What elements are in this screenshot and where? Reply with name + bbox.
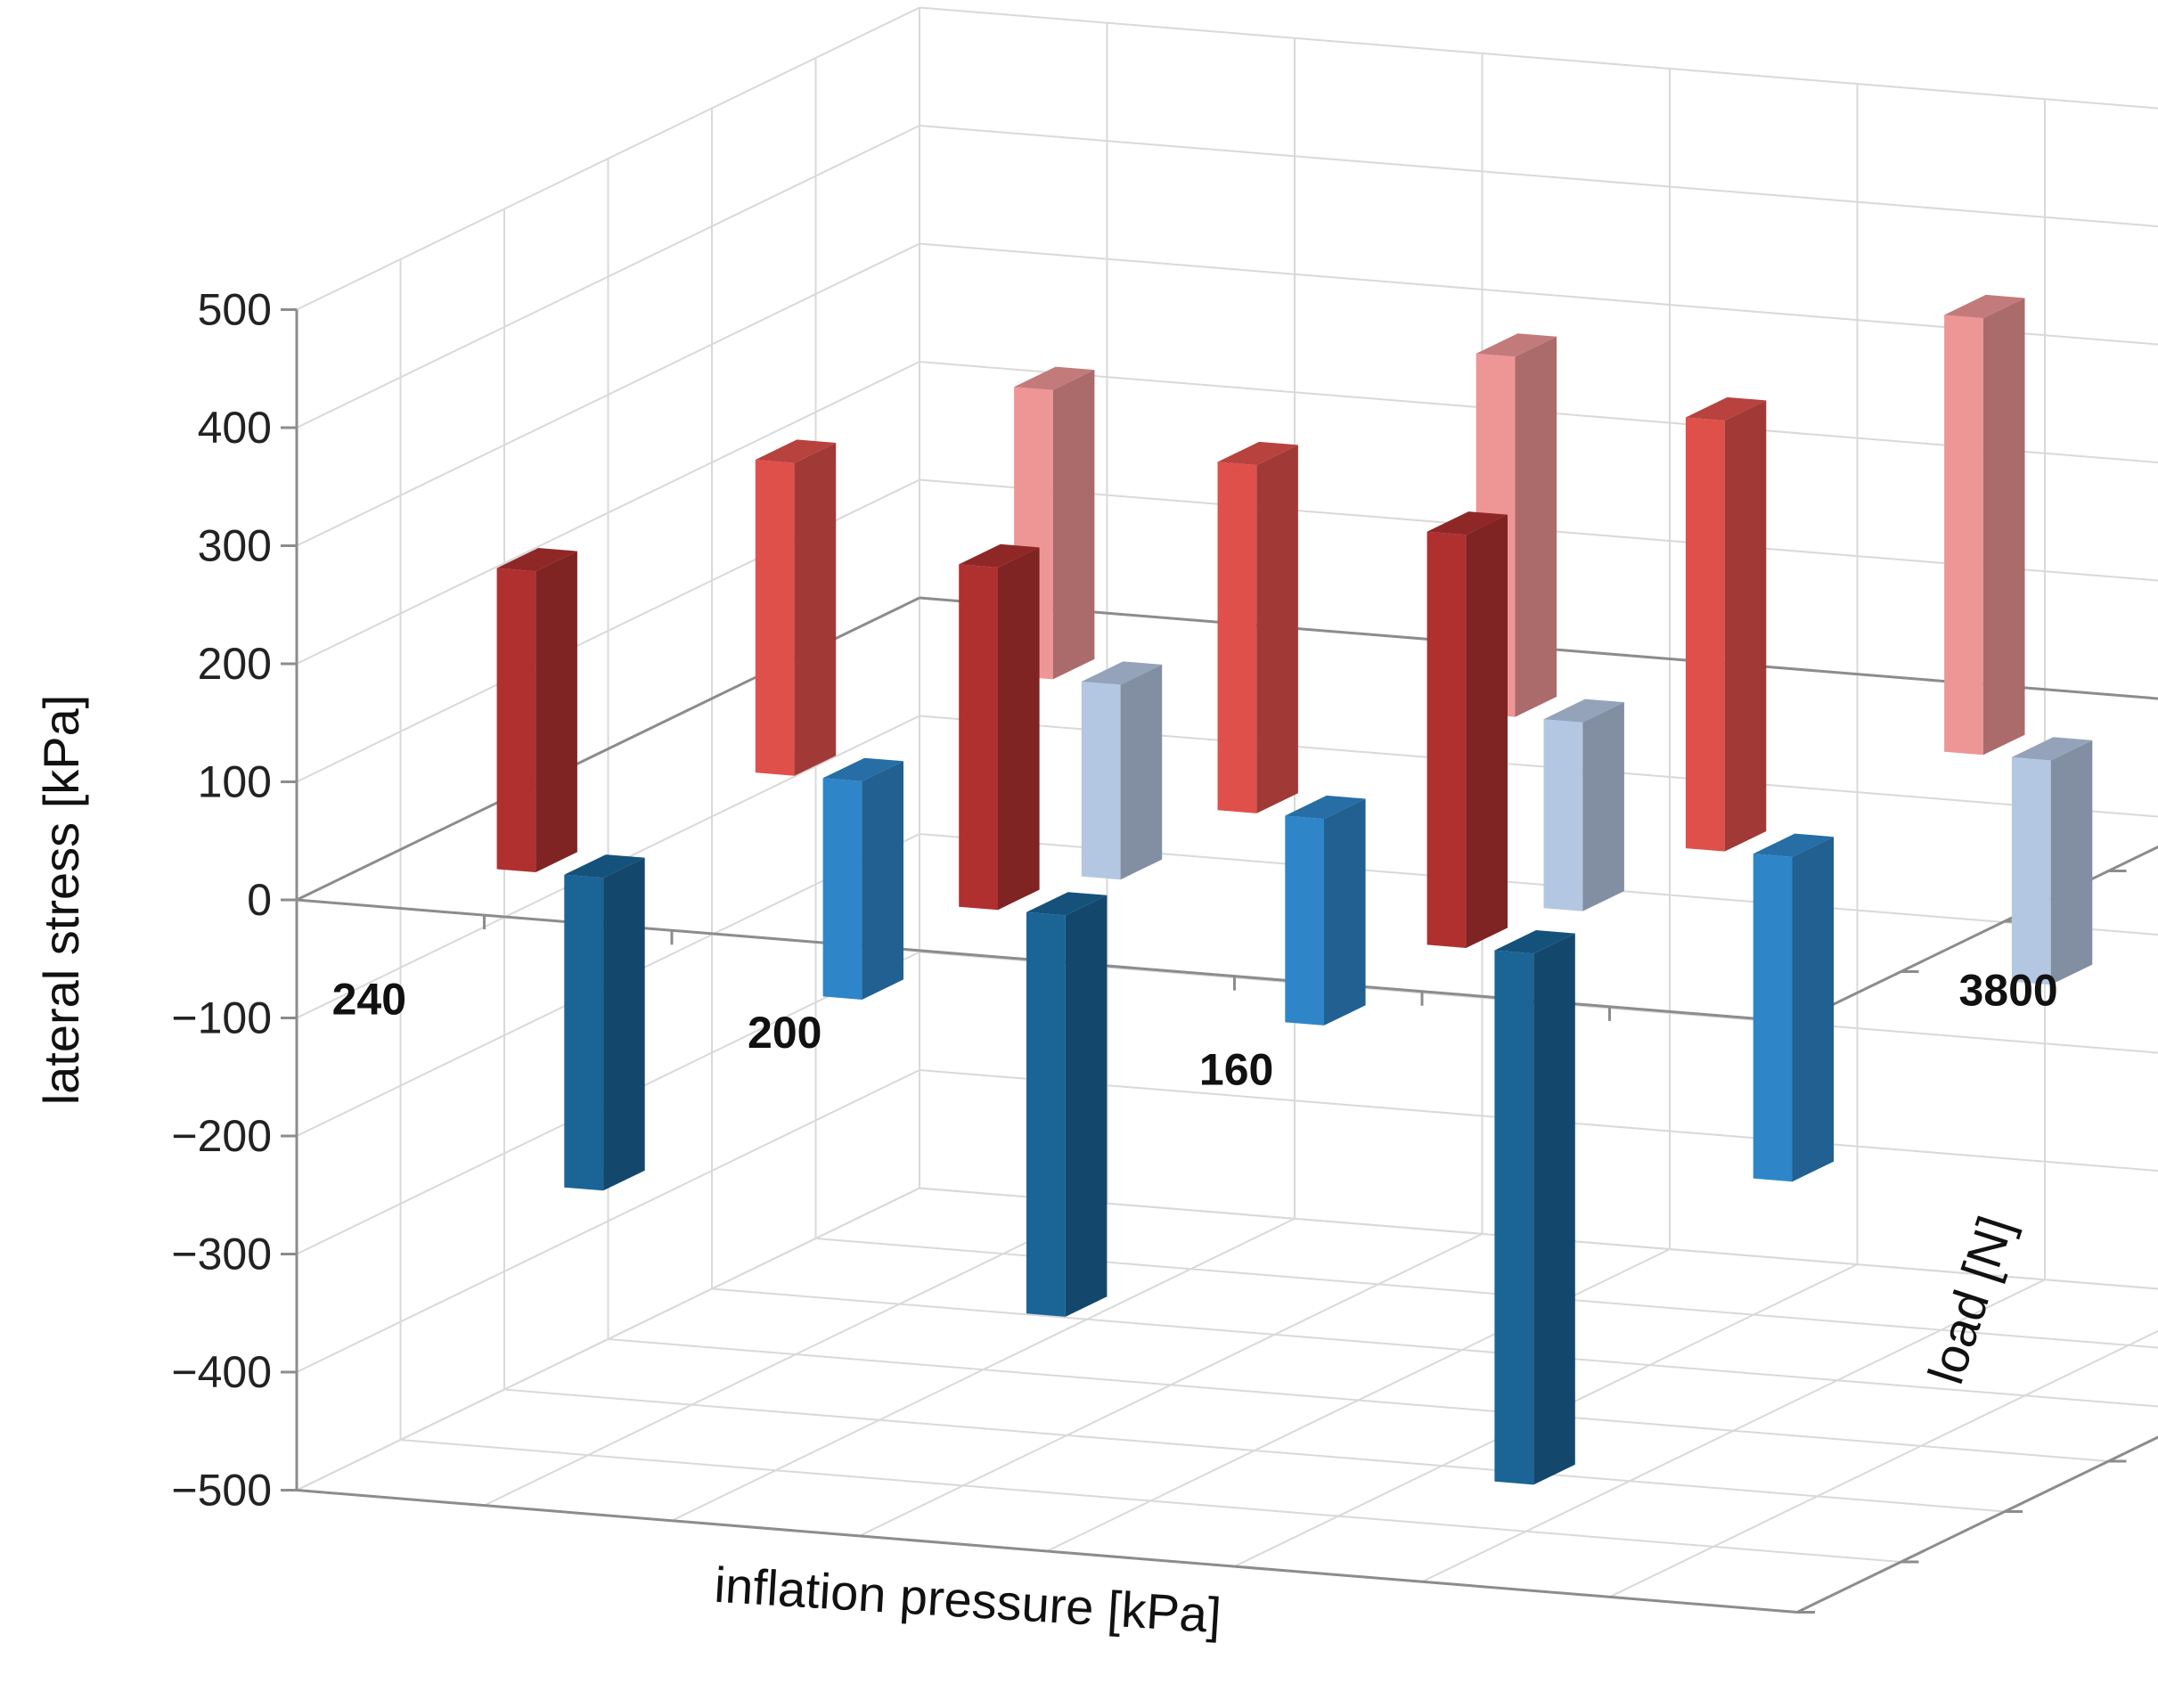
bar-side-face bbox=[795, 443, 837, 776]
bar-negative-4100 bbox=[1285, 796, 1365, 1026]
bar-negative-3800 bbox=[564, 854, 644, 1190]
y-tick-label: −300 bbox=[171, 1230, 272, 1279]
x-category-label: 200 bbox=[748, 1008, 822, 1058]
labels: 500 400 300 200 100 0 −100 −200 −300 −400 −500 240 2… bbox=[171, 285, 2158, 1516]
y-tick-label: −200 bbox=[171, 1111, 272, 1161]
bar-negative-4400 bbox=[2012, 737, 2092, 985]
back-wall-gridline bbox=[920, 8, 2158, 130]
bar-side-face bbox=[1983, 298, 2025, 756]
z-category-label: 3800 bbox=[1959, 966, 2058, 1016]
bar-positive-3800 bbox=[1427, 511, 1508, 948]
bar-front-face bbox=[1082, 682, 1121, 879]
bar-positive-4100 bbox=[756, 439, 836, 775]
bar-side-face bbox=[1256, 445, 1298, 813]
bars bbox=[497, 295, 2093, 1485]
bar-negative-4100 bbox=[823, 758, 903, 1000]
y-tick-label: 0 bbox=[247, 875, 272, 925]
x-category-label: 160 bbox=[1199, 1044, 1273, 1094]
bar-positive-4100 bbox=[1686, 397, 1766, 852]
bar-positive-4100 bbox=[1218, 442, 1298, 813]
bar-positive-3800 bbox=[959, 544, 1039, 910]
bar-side-face bbox=[1582, 702, 1624, 911]
bar-front-face bbox=[564, 875, 603, 1191]
bar-front-face bbox=[1427, 532, 1467, 948]
bar-negative-3800 bbox=[1026, 892, 1107, 1317]
y-tick-label: 500 bbox=[198, 285, 272, 335]
y-tick-label: 300 bbox=[198, 521, 272, 571]
bar-side-face bbox=[1533, 934, 1575, 1485]
bar-positive-3800 bbox=[497, 548, 577, 872]
bar-front-face bbox=[1494, 951, 1533, 1485]
bar-negative-4400 bbox=[1082, 661, 1162, 879]
x-axis-title: inflation pressure [kPa] bbox=[713, 1557, 1222, 1644]
bar-front-face bbox=[1753, 854, 1793, 1181]
bar-side-face bbox=[1324, 799, 1366, 1026]
bar-front-face bbox=[959, 564, 998, 910]
bar-side-face bbox=[1121, 665, 1163, 879]
bar-front-face bbox=[2012, 757, 2051, 985]
y-tick-label: −400 bbox=[171, 1347, 272, 1397]
bar-side-face bbox=[1053, 370, 1095, 679]
bar-front-face bbox=[1944, 315, 1983, 756]
bar-front-face bbox=[823, 778, 862, 1000]
y-tick-label: 400 bbox=[198, 403, 272, 453]
bar-side-face bbox=[2051, 740, 2093, 985]
y-tick-label: 200 bbox=[198, 639, 272, 689]
y-axis-title: lateral stress [kPa] bbox=[33, 695, 89, 1106]
bar-front-face bbox=[497, 568, 536, 872]
bar-front-face bbox=[1026, 912, 1066, 1317]
bar-positive-4400 bbox=[1944, 295, 2024, 755]
y-tick-label: −100 bbox=[171, 993, 272, 1043]
bar-front-face bbox=[1285, 816, 1324, 1026]
bar-side-face bbox=[603, 858, 645, 1191]
bar-front-face bbox=[1686, 418, 1725, 852]
z-axis-title: load [N] bbox=[1917, 1209, 2024, 1390]
bar-side-face bbox=[1466, 515, 1508, 948]
bar-side-face bbox=[1066, 895, 1108, 1317]
bar-negative-3800 bbox=[1494, 930, 1574, 1484]
bar-front-face bbox=[756, 460, 795, 776]
bar-negative-4400 bbox=[1544, 699, 1624, 911]
y-tick-label: 100 bbox=[198, 757, 272, 807]
back-wall-gridline bbox=[920, 126, 2158, 248]
bar-side-face bbox=[1725, 400, 1767, 851]
bar-side-face bbox=[535, 552, 577, 872]
bar-side-face bbox=[1793, 837, 1835, 1181]
bar-side-face bbox=[998, 547, 1040, 910]
bar-front-face bbox=[1218, 462, 1257, 813]
bar-side-face bbox=[862, 761, 903, 1000]
x-category-label: 240 bbox=[332, 974, 406, 1024]
y-tick-label: −500 bbox=[171, 1466, 272, 1516]
bar-negative-4100 bbox=[1753, 834, 1834, 1182]
bar-front-face bbox=[1544, 719, 1583, 911]
bar-side-face bbox=[1516, 337, 1557, 717]
